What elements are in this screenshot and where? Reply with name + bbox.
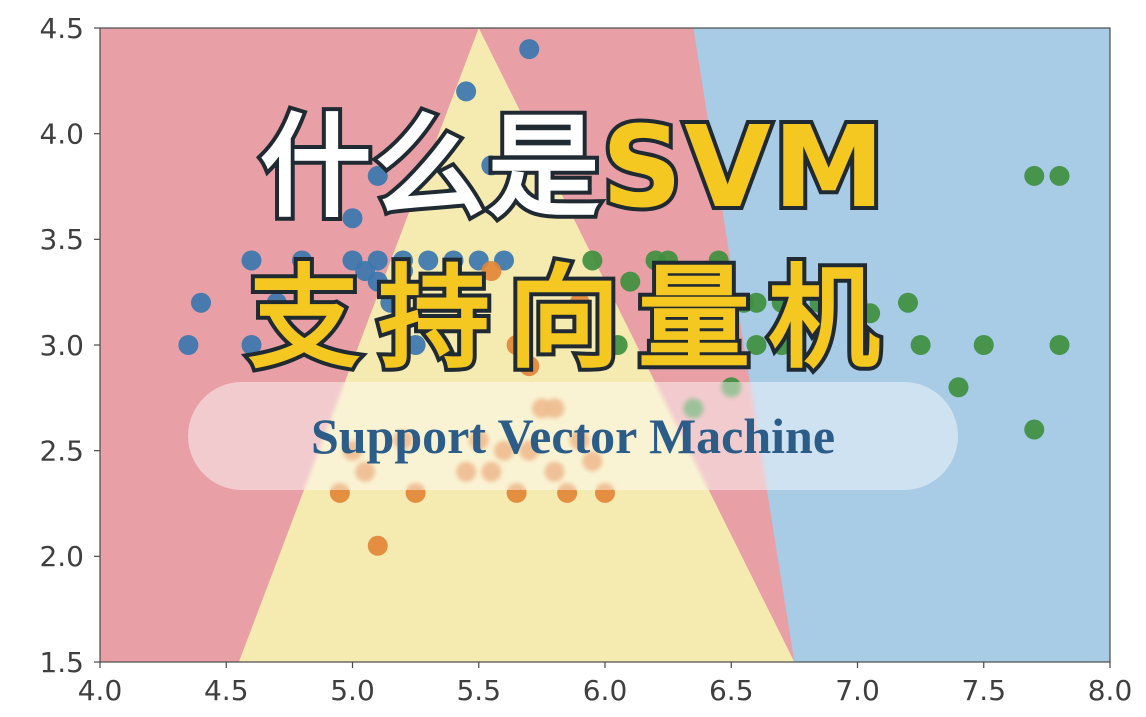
svg-text:5.0: 5.0 xyxy=(330,674,375,707)
svg-text:4.0: 4.0 xyxy=(39,117,84,150)
svg-text:4.0: 4.0 xyxy=(78,674,123,707)
svg-text:2.0: 2.0 xyxy=(39,540,84,573)
svg-text:7.5: 7.5 xyxy=(961,674,1006,707)
svg-text:3.5: 3.5 xyxy=(39,223,84,256)
svg-text:3.0: 3.0 xyxy=(39,329,84,362)
svg-text:6.0: 6.0 xyxy=(583,674,628,707)
svg-text:7.0: 7.0 xyxy=(835,674,880,707)
svg-text:1.5: 1.5 xyxy=(39,646,84,679)
svg-text:4.5: 4.5 xyxy=(39,12,84,45)
svg-text:6.5: 6.5 xyxy=(709,674,754,707)
svg-text:2.5: 2.5 xyxy=(39,434,84,467)
svg-text:8.0: 8.0 xyxy=(1088,674,1133,707)
svg-text:4.5: 4.5 xyxy=(204,674,249,707)
svm-scatter-chart: 4.0 4.5 5.0 5.5 6.0 6.5 7.0 7.5 8.0 1.5 2.0 2.5 3.0 3… xyxy=(0,0,1146,717)
svg-text:5.5: 5.5 xyxy=(456,674,501,707)
